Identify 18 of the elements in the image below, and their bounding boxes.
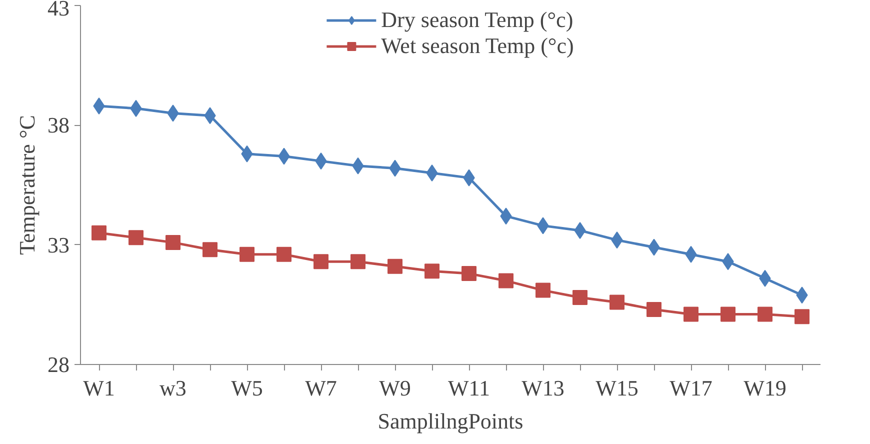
x-tick-label: W11 — [448, 376, 490, 400]
x-tick-label: W19 — [744, 376, 786, 400]
y-tick-label: 38 — [48, 112, 70, 138]
legend-label: Dry season Temp (°c) — [381, 7, 574, 33]
x-tick-label: W13 — [522, 376, 564, 400]
x-tick-label: W17 — [670, 376, 712, 400]
y-tick-label: 33 — [48, 232, 70, 258]
x-axis-title: SamplilngPoints — [378, 408, 524, 434]
x-tick-label: W1 — [83, 376, 115, 400]
x-tick-label: w3 — [160, 376, 186, 400]
y-tick-label: 43 — [48, 0, 70, 20]
x-tick-label: W5 — [231, 376, 263, 400]
y-tick-label: 28 — [48, 352, 70, 377]
y-axis-title: Temperature °C — [14, 115, 40, 255]
legend-label: Wet season Temp (°c) — [381, 33, 574, 59]
x-tick-label: W9 — [379, 376, 411, 400]
x-tick-label: W15 — [596, 376, 638, 400]
x-tick-label: W7 — [305, 376, 337, 400]
